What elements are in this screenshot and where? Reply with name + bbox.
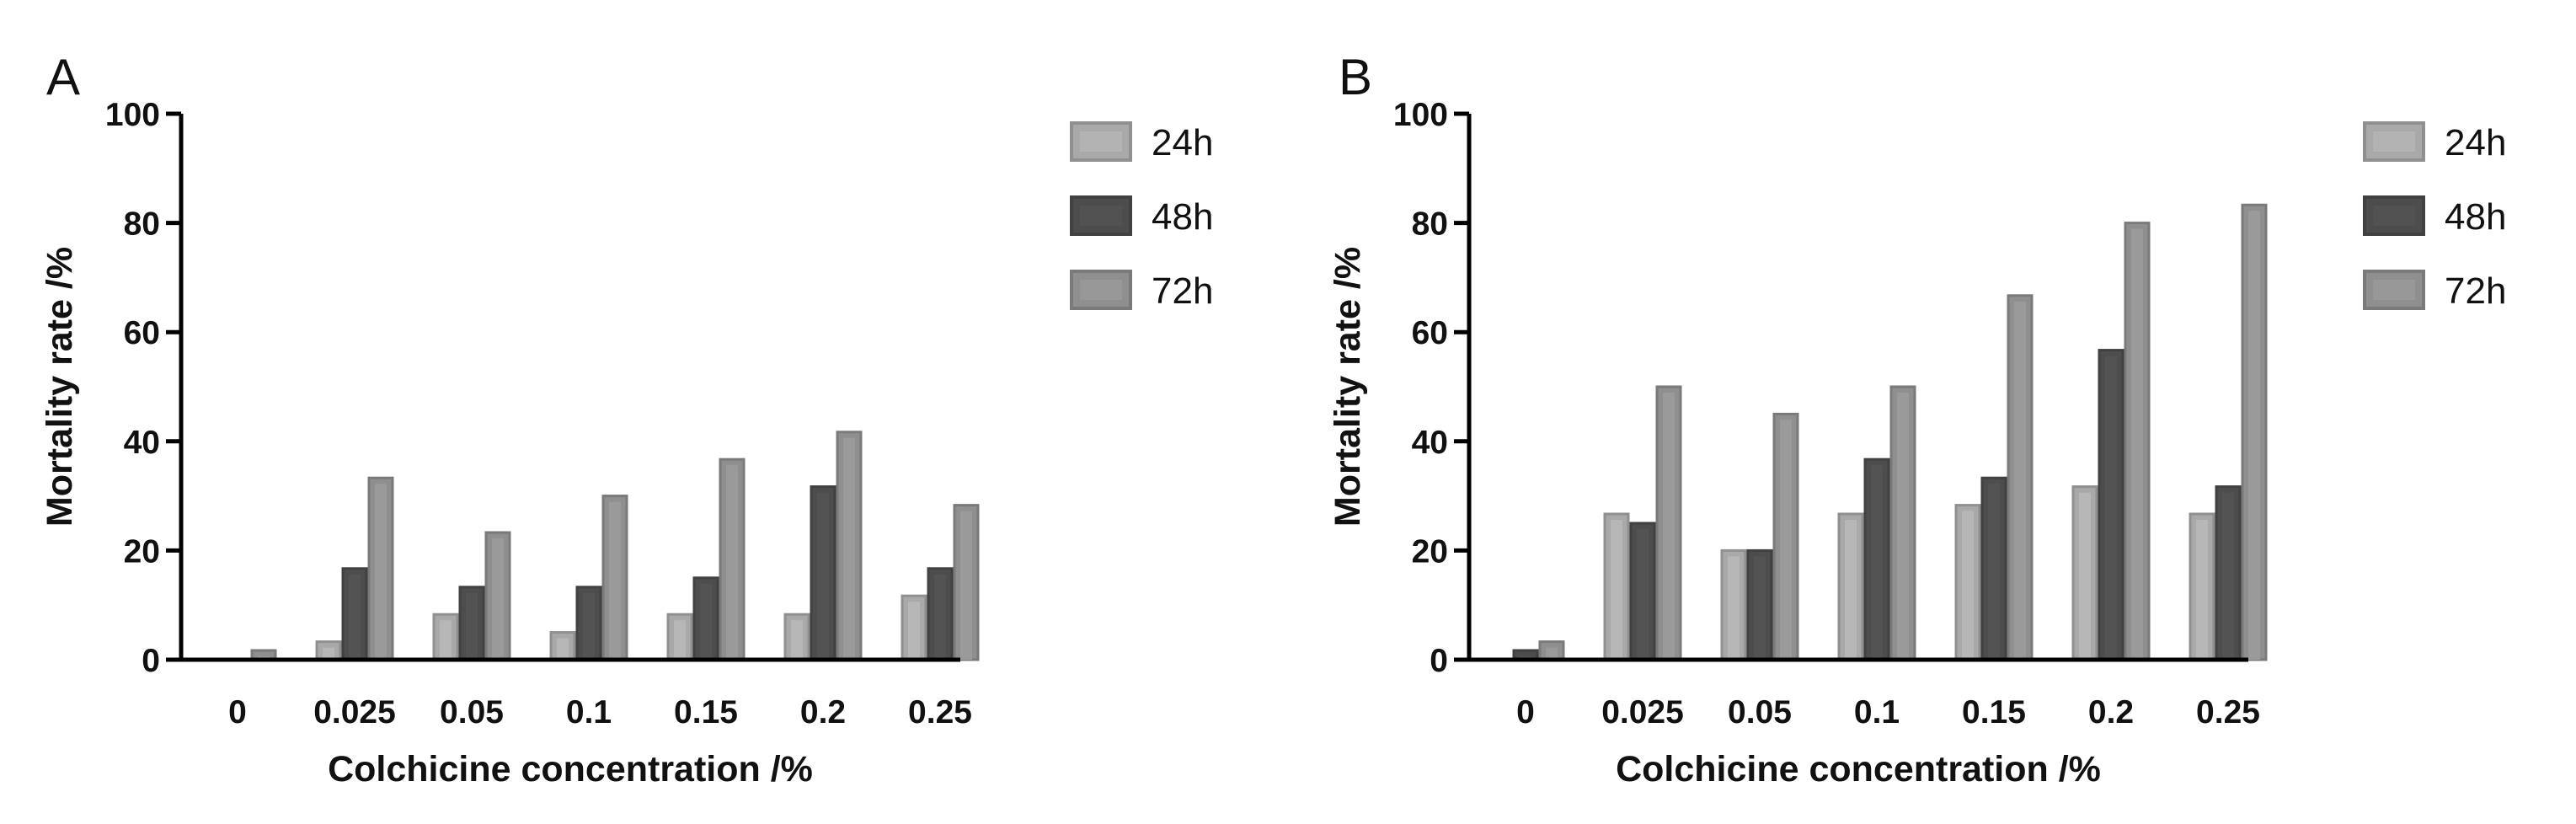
bar-fill-24h-0.1 xyxy=(1845,519,1857,660)
legend-swatch-inner-48h xyxy=(1080,206,1122,226)
bar-fill-72h-0 xyxy=(1546,647,1558,660)
bar-fill-48h-0.2 xyxy=(2105,356,2117,660)
x-tick-label: 0.025 xyxy=(313,694,396,730)
bar-chart-b: B Mortality rate /% Colchicine concentrati… xyxy=(1328,49,2506,789)
bar-fill-48h-0.2 xyxy=(817,492,829,660)
y-tick-label: 80 xyxy=(124,206,160,243)
y-tick-label: 60 xyxy=(1412,315,1448,351)
x-tick-label: 0.25 xyxy=(2196,694,2260,730)
bar-fill-72h-0.25 xyxy=(960,511,972,660)
legend-swatch-inner-24h xyxy=(2373,131,2415,152)
x-tick-label: 0.1 xyxy=(1854,694,1900,730)
bar-fill-72h-0.1 xyxy=(609,501,621,660)
legend-label-72h: 72h xyxy=(1152,270,1213,312)
x-tick-label: 0.2 xyxy=(2088,694,2134,730)
bar-fill-24h-0.2 xyxy=(2079,492,2091,660)
y-tick-label: 0 xyxy=(1430,643,1448,679)
bar-chart-a: A Mortality rate /% Colchicine concentrati… xyxy=(40,49,1213,789)
bar-24h-0.1 xyxy=(1837,512,1864,661)
bar-fill-72h-0.1 xyxy=(1897,393,1909,660)
bar-fill-72h-0.05 xyxy=(1780,420,1792,660)
bar-fill-48h-0.25 xyxy=(934,574,946,660)
x-tick-label: 0.2 xyxy=(800,694,846,730)
bar-fill-48h-0.1 xyxy=(1871,465,1883,660)
bar-fill-24h-0.25 xyxy=(2196,519,2208,660)
y-tick-label: 40 xyxy=(1412,425,1448,461)
bar-fill-48h-0.15 xyxy=(700,583,712,660)
y-tick-label: 20 xyxy=(1412,533,1448,570)
legend-label-24h: 24h xyxy=(1152,122,1213,163)
bar-fill-24h-0.2 xyxy=(791,620,803,660)
bar-fill-72h-0.2 xyxy=(2131,228,2143,660)
panel-letter: B xyxy=(1339,49,1372,105)
bar-fill-24h-0.25 xyxy=(908,602,920,660)
bar-fill-72h-0.025 xyxy=(375,484,387,660)
y-tick-label: 60 xyxy=(124,315,160,351)
x-tick-label: 0.15 xyxy=(1962,694,2026,730)
bar-fill-24h-0.15 xyxy=(674,620,686,660)
bar-fill-24h-0.1 xyxy=(557,638,569,660)
bar-fill-72h-0.025 xyxy=(1663,393,1675,660)
x-tick-label: 0 xyxy=(1516,694,1535,730)
y-tick-label: 100 xyxy=(105,97,160,133)
bar-fill-72h-0.15 xyxy=(2014,301,2026,660)
bar-fill-24h-0.025 xyxy=(323,647,334,660)
chart-panel-b: B Mortality rate /% Colchicine concentrati… xyxy=(1288,0,2576,824)
bar-fill-72h-0.15 xyxy=(726,465,738,660)
bar-fill-48h-0.05 xyxy=(1754,556,1766,660)
chart-panel-a: A Mortality rate /% Colchicine concentrati… xyxy=(40,49,1213,789)
y-tick-label: 0 xyxy=(142,643,160,679)
bar-fill-24h-0.15 xyxy=(1962,511,1974,660)
legend-label-48h: 48h xyxy=(2445,196,2506,238)
legend-swatch-inner-72h xyxy=(2373,280,2415,300)
panel-letter: A xyxy=(46,49,80,105)
y-axis-title: Mortality rate /% xyxy=(1328,247,1368,527)
legend-label-72h: 72h xyxy=(2445,270,2506,312)
x-tick-label: 0.25 xyxy=(908,694,972,730)
bar-fill-48h-0.05 xyxy=(466,592,478,660)
x-axis-title: Colchicine concentration /% xyxy=(1616,749,2101,789)
bar-fill-24h-0.05 xyxy=(1728,556,1740,660)
y-tick-label: 100 xyxy=(1393,97,1448,133)
legend-label-24h: 24h xyxy=(2445,122,2506,163)
bar-fill-24h-0.025 xyxy=(1611,519,1622,660)
x-tick-label: 0.1 xyxy=(566,694,612,730)
legend-swatch-inner-24h xyxy=(1080,131,1122,152)
x-tick-label: 0 xyxy=(228,694,247,730)
bar-fill-48h-0.15 xyxy=(1988,484,2000,660)
x-tick-label: 0.05 xyxy=(440,694,504,730)
y-tick-label: 80 xyxy=(1412,206,1448,243)
x-tick-label: 0.15 xyxy=(674,694,738,730)
y-tick-label: 20 xyxy=(124,533,160,570)
y-axis-title: Mortality rate /% xyxy=(40,247,80,527)
bar-fill-72h-0.05 xyxy=(492,538,504,660)
bar-fill-48h-0.1 xyxy=(583,592,595,660)
x-axis-title: Colchicine concentration /% xyxy=(328,749,813,789)
y-tick-label: 40 xyxy=(124,425,160,461)
bar-fill-48h-0.25 xyxy=(2222,492,2234,660)
x-tick-label: 0.025 xyxy=(1601,694,1684,730)
legend-swatch-inner-48h xyxy=(2373,206,2415,226)
bar-fill-24h-0.05 xyxy=(440,620,452,660)
bar-fill-48h-0.025 xyxy=(1637,529,1649,660)
bar-fill-48h-0.025 xyxy=(349,574,361,660)
bar-fill-72h-0.25 xyxy=(2248,211,2260,660)
bar-fill-72h-0.2 xyxy=(843,437,855,660)
legend-label-48h: 48h xyxy=(1152,196,1213,238)
legend-swatch-inner-72h xyxy=(1080,280,1122,300)
x-tick-label: 0.05 xyxy=(1728,694,1792,730)
